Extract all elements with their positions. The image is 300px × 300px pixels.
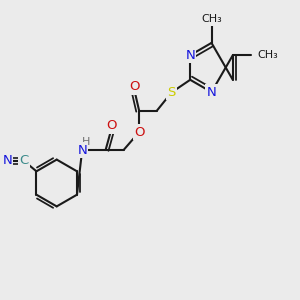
Text: N: N: [185, 49, 195, 62]
Text: CH₃: CH₃: [257, 50, 278, 60]
Text: O: O: [129, 80, 139, 94]
Text: N: N: [2, 154, 12, 167]
Text: CH₃: CH₃: [201, 14, 222, 25]
Text: N: N: [207, 85, 216, 99]
Text: C: C: [19, 154, 28, 167]
Text: O: O: [134, 125, 144, 139]
Text: N: N: [77, 143, 87, 157]
Text: S: S: [167, 86, 176, 99]
Text: H: H: [82, 136, 90, 147]
Text: O: O: [106, 119, 117, 133]
